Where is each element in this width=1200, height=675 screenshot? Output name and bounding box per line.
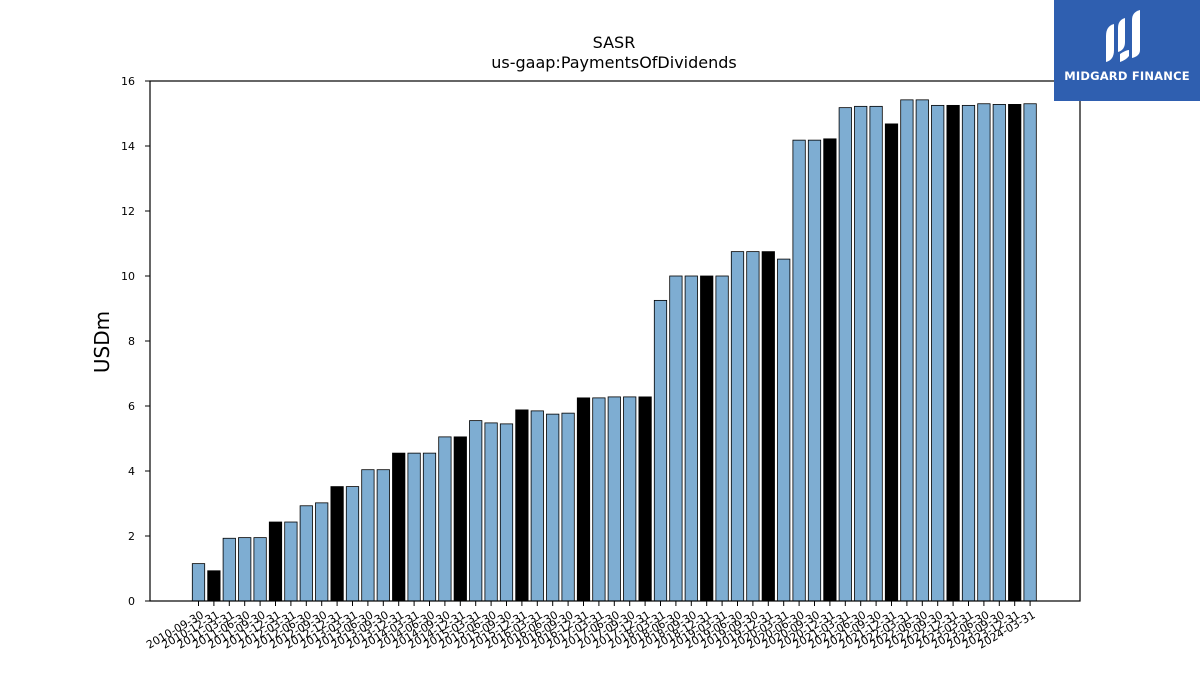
- bar-2012-12-31: [330, 486, 344, 602]
- y-tick-label: 14: [121, 140, 135, 153]
- bar-2018-12-31: [700, 275, 714, 602]
- bar-2011-03-31: [222, 537, 236, 602]
- y-tick-label: 12: [121, 205, 135, 218]
- bar-2023-06-30: [977, 103, 991, 602]
- bar-2019-06-30: [730, 251, 745, 602]
- bar-2012-06-30: [299, 505, 313, 602]
- bar-2018-09-30: [684, 275, 698, 602]
- bar-2014-09-30: [438, 436, 452, 602]
- bar-2016-09-30: [561, 412, 575, 602]
- bar-2014-03-31: [407, 452, 421, 602]
- y-tick-label: 4: [128, 465, 135, 478]
- bar-2019-09-30: [746, 251, 760, 602]
- bar-2011-12-31: [268, 521, 283, 602]
- bar-2013-09-30: [376, 469, 390, 602]
- midgard-logo-icon: [1106, 10, 1140, 62]
- bar-2011-06-30: [238, 537, 252, 602]
- bar-2020-03-31: [777, 258, 791, 602]
- bar-2015-06-30: [484, 422, 498, 602]
- chart-title: SASR: [593, 33, 636, 52]
- bar-2015-12-31: [515, 409, 529, 602]
- bar-2017-06-30: [607, 396, 621, 602]
- bar-2022-06-30: [915, 99, 929, 602]
- bar-2020-09-30: [807, 139, 822, 602]
- y-tick-label: 6: [128, 400, 135, 413]
- bar-2016-06-30: [546, 413, 560, 602]
- bar-2024-03-31: [1023, 103, 1037, 602]
- bar-2016-03-31: [530, 410, 544, 602]
- bar-2022-12-31: [946, 104, 960, 602]
- bar-2013-06-30: [361, 469, 375, 602]
- plot-frame: [149, 80, 1081, 602]
- bar-2021-12-31: [884, 123, 899, 602]
- bar-2010-12-31: [207, 570, 221, 602]
- bar-2021-03-31: [838, 107, 852, 602]
- y-tick-label: 8: [128, 335, 135, 348]
- y-axis-label: USDm: [90, 311, 114, 373]
- bar-2023-03-31: [961, 104, 976, 602]
- bar-2018-03-31: [653, 299, 668, 602]
- brand-name: MIDGARD FINANCE: [1064, 69, 1190, 83]
- bar-2022-03-31: [900, 99, 914, 602]
- bar-2022-09-30: [931, 104, 945, 602]
- bar-2016-12-31: [576, 397, 591, 602]
- chart-subtitle: us-gaap:PaymentsOfDividends: [491, 53, 736, 72]
- y-tick-label: 16: [121, 75, 135, 88]
- bar-2017-03-31: [592, 397, 606, 602]
- bar-2020-12-31: [823, 138, 837, 602]
- bar-2023-12-31: [1008, 104, 1022, 602]
- bar-2020-06-30: [792, 139, 806, 602]
- bar-2017-12-31: [638, 396, 652, 602]
- x-axis: 2010-09-302010-12-312011-03-312011-06-30…: [144, 601, 1038, 652]
- bar-2012-03-31: [284, 521, 298, 602]
- brand-logo: MIDGARD FINANCE: [1054, 0, 1200, 101]
- y-tick-label: 2: [128, 530, 135, 543]
- bar-2019-03-31: [715, 275, 729, 602]
- bar-2017-09-30: [623, 396, 637, 602]
- bars-group: [191, 99, 1037, 602]
- y-axis: 0 2 4 6 8 10 12 14 16: [121, 75, 150, 608]
- y-tick-label: 0: [128, 595, 135, 608]
- bar-2021-06-30: [854, 105, 868, 602]
- bar-2012-09-30: [315, 502, 329, 602]
- bar-2023-09-30: [992, 104, 1006, 602]
- y-tick-label: 10: [121, 270, 135, 283]
- bar-2013-12-31: [392, 452, 406, 602]
- bar-2011-09-30: [253, 537, 267, 602]
- bar-2010-09-30: [191, 563, 206, 602]
- bar-2014-06-30: [422, 452, 437, 602]
- bar-2014-12-31: [453, 436, 467, 602]
- bar-2019-12-31: [761, 251, 775, 602]
- bar-2015-03-31: [469, 420, 483, 602]
- bar-2018-06-30: [669, 275, 683, 602]
- bar-2015-09-30: [499, 423, 514, 602]
- bar-2013-03-31: [345, 486, 360, 602]
- bar-2021-09-30: [869, 105, 883, 602]
